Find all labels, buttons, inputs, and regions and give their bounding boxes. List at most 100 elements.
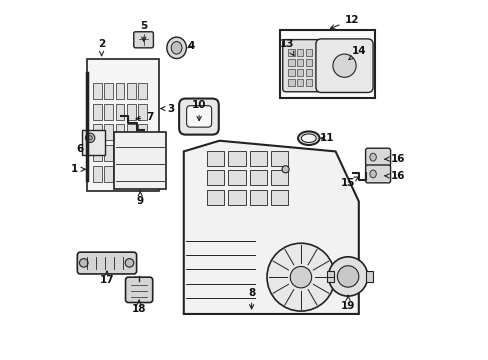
Bar <box>228 151 245 166</box>
Bar <box>93 166 102 182</box>
Bar <box>287 79 294 86</box>
FancyBboxPatch shape <box>365 165 390 183</box>
Bar <box>305 79 312 86</box>
Polygon shape <box>183 141 358 314</box>
Bar <box>326 271 333 282</box>
Text: 10: 10 <box>191 100 206 121</box>
Text: 2: 2 <box>98 39 105 55</box>
Bar <box>287 49 294 56</box>
FancyBboxPatch shape <box>125 277 152 302</box>
Bar <box>249 151 266 166</box>
Ellipse shape <box>166 37 186 59</box>
FancyBboxPatch shape <box>186 106 211 127</box>
Bar <box>127 124 136 140</box>
Bar <box>115 83 124 99</box>
Bar <box>228 190 245 205</box>
Bar <box>127 145 136 161</box>
Text: 4: 4 <box>187 41 194 51</box>
Text: 16: 16 <box>384 171 405 181</box>
Ellipse shape <box>298 131 319 145</box>
Circle shape <box>88 136 92 140</box>
Ellipse shape <box>369 170 376 178</box>
Text: 15: 15 <box>340 177 358 188</box>
Bar <box>138 145 147 161</box>
Text: 5: 5 <box>140 21 147 41</box>
Bar <box>296 79 303 86</box>
Text: 11: 11 <box>319 133 333 143</box>
Text: 13: 13 <box>280 39 294 56</box>
Circle shape <box>125 258 134 267</box>
Bar <box>127 83 136 99</box>
Bar <box>93 124 102 140</box>
FancyBboxPatch shape <box>134 32 153 48</box>
Bar <box>249 190 266 205</box>
Bar <box>87 59 159 191</box>
Bar <box>305 49 312 56</box>
Bar <box>104 145 113 161</box>
Text: 19: 19 <box>340 295 355 311</box>
Bar <box>249 170 266 185</box>
Bar <box>104 104 113 120</box>
Bar <box>115 124 124 140</box>
Bar <box>115 166 124 182</box>
Bar <box>228 170 245 185</box>
Bar <box>115 145 124 161</box>
Bar <box>365 271 372 282</box>
Bar <box>127 166 136 182</box>
Circle shape <box>266 243 334 311</box>
Bar <box>206 190 224 205</box>
Circle shape <box>290 266 311 288</box>
Bar <box>206 151 224 166</box>
Bar <box>115 104 124 120</box>
Bar <box>138 83 147 99</box>
Text: 16: 16 <box>384 154 405 163</box>
Text: 7: 7 <box>136 112 153 122</box>
Circle shape <box>282 166 288 173</box>
FancyBboxPatch shape <box>282 40 320 92</box>
Circle shape <box>80 258 88 267</box>
Ellipse shape <box>332 54 355 77</box>
Bar <box>271 170 288 185</box>
FancyBboxPatch shape <box>77 252 136 274</box>
Text: 8: 8 <box>247 288 255 309</box>
FancyBboxPatch shape <box>179 99 218 135</box>
Ellipse shape <box>171 41 182 54</box>
Bar <box>206 170 224 185</box>
Bar <box>271 151 288 166</box>
Ellipse shape <box>301 134 316 143</box>
Text: 6: 6 <box>77 144 83 154</box>
Bar <box>114 132 165 189</box>
Bar <box>127 104 136 120</box>
Text: 12: 12 <box>330 15 358 29</box>
Text: 9: 9 <box>136 191 143 206</box>
Bar <box>305 59 312 66</box>
Bar <box>104 166 113 182</box>
Circle shape <box>337 266 358 287</box>
FancyBboxPatch shape <box>365 148 390 166</box>
FancyBboxPatch shape <box>315 39 372 93</box>
Bar <box>287 69 294 76</box>
Circle shape <box>328 257 367 296</box>
Bar <box>280 30 374 98</box>
Bar <box>287 59 294 66</box>
Bar <box>93 145 102 161</box>
Bar <box>138 124 147 140</box>
Bar <box>305 69 312 76</box>
Text: 18: 18 <box>132 300 146 314</box>
Bar <box>296 59 303 66</box>
Text: 1: 1 <box>71 164 85 174</box>
Circle shape <box>85 133 95 143</box>
Ellipse shape <box>369 153 376 161</box>
Bar <box>104 124 113 140</box>
Text: 17: 17 <box>100 271 114 285</box>
Bar <box>93 104 102 120</box>
Bar <box>296 49 303 56</box>
Text: 3: 3 <box>161 104 175 113</box>
Bar <box>138 104 147 120</box>
Text: 14: 14 <box>348 46 366 60</box>
Bar <box>138 166 147 182</box>
Bar <box>271 190 288 205</box>
Bar <box>296 69 303 76</box>
Bar <box>82 130 105 155</box>
Bar <box>104 83 113 99</box>
